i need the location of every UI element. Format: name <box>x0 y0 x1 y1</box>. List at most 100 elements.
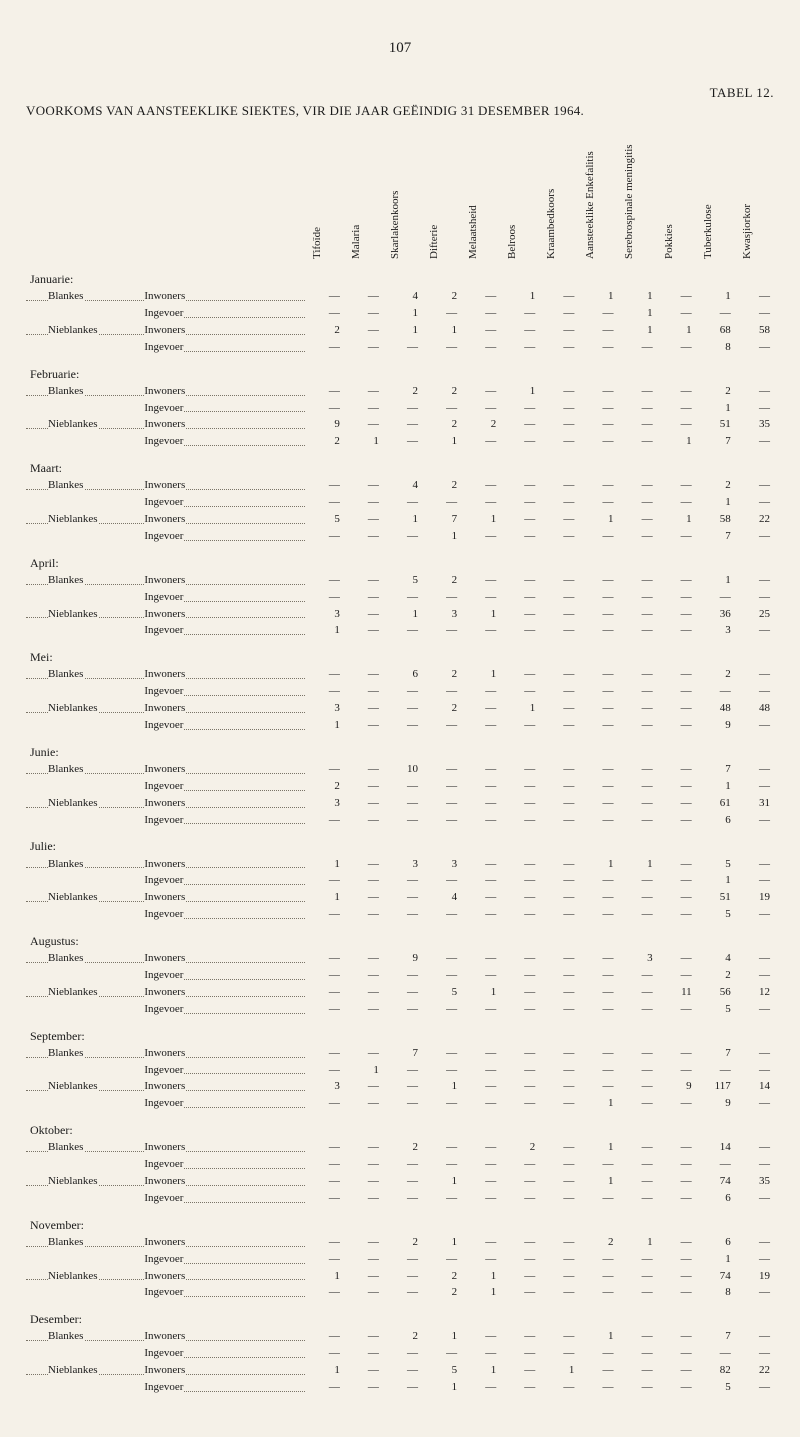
row-subtype: Ingevoer <box>144 494 304 511</box>
table-cell: — <box>500 683 539 700</box>
table-cell: — <box>305 1234 344 1251</box>
row-subtype: Ingevoer <box>144 528 304 545</box>
row-category: Nieblankes <box>26 795 144 812</box>
table-cell: — <box>461 305 500 322</box>
table-cell: — <box>696 1062 735 1079</box>
table-row: NieblankesInwoners3—131—————3625 <box>26 606 774 623</box>
table-cell: — <box>735 1139 774 1156</box>
table-row: BlankesInwoners——42—1—11—1— <box>26 288 774 305</box>
table-cell: — <box>422 589 461 606</box>
table-cell: — <box>735 1190 774 1207</box>
table-cell: 7 <box>422 511 461 528</box>
table-cell: 3 <box>383 856 422 873</box>
table-cell: — <box>461 795 500 812</box>
table-cell: — <box>578 812 617 829</box>
table-cell: — <box>422 1045 461 1062</box>
table-cell: 3 <box>305 795 344 812</box>
table-cell: — <box>305 1284 344 1301</box>
table-cell: — <box>657 305 696 322</box>
table-cell: — <box>539 700 578 717</box>
table-row: NieblankesInwoners1——21—————7419 <box>26 1268 774 1285</box>
row-subtype: Inwoners <box>144 889 304 906</box>
month-heading: Maart: <box>26 450 774 477</box>
table-row: NieblankesInwoners9——22—————5135 <box>26 416 774 433</box>
table-cell: — <box>461 528 500 545</box>
table-cell: — <box>500 622 539 639</box>
table-cell: — <box>735 305 774 322</box>
table-cell: — <box>461 700 500 717</box>
table-cell: — <box>657 383 696 400</box>
table-cell: 51 <box>696 889 735 906</box>
table-cell: — <box>344 1045 383 1062</box>
table-cell: 9 <box>657 1078 696 1095</box>
table-cell: — <box>344 872 383 889</box>
table-cell: 82 <box>696 1362 735 1379</box>
table-cell: — <box>422 717 461 734</box>
table-cell: — <box>422 1062 461 1079</box>
table-cell: — <box>578 1156 617 1173</box>
table-row: Ingevoer——1—————1——— <box>26 305 774 322</box>
table-cell: — <box>657 494 696 511</box>
column-header: Belroos <box>500 141 539 261</box>
table-cell: — <box>617 795 656 812</box>
table-cell: 3 <box>696 622 735 639</box>
table-cell: 1 <box>617 856 656 873</box>
table-cell: — <box>735 400 774 417</box>
table-cell: — <box>539 1062 578 1079</box>
table-cell: — <box>735 967 774 984</box>
table-cell: — <box>657 906 696 923</box>
row-category <box>26 812 144 829</box>
table-cell: — <box>500 305 539 322</box>
table-cell: 2 <box>305 433 344 450</box>
table-cell: — <box>578 666 617 683</box>
table-cell: 1 <box>696 778 735 795</box>
table-label: TABEL 12. <box>26 85 774 101</box>
table-cell: 7 <box>696 433 735 450</box>
table-cell: — <box>539 1345 578 1362</box>
table-cell: — <box>461 1001 500 1018</box>
row-category <box>26 1379 144 1396</box>
table-cell: — <box>617 1139 656 1156</box>
table-cell: — <box>461 1190 500 1207</box>
row-category <box>26 622 144 639</box>
month-heading: Januarie: <box>26 261 774 288</box>
table-cell: — <box>344 528 383 545</box>
row-subtype: Ingevoer <box>144 339 304 356</box>
table-cell: — <box>500 433 539 450</box>
row-category <box>26 906 144 923</box>
table-cell: 10 <box>383 761 422 778</box>
table-cell: 1 <box>461 1362 500 1379</box>
table-cell: — <box>500 1045 539 1062</box>
table-cell: 2 <box>422 1268 461 1285</box>
table-cell: — <box>344 1362 383 1379</box>
table-cell: — <box>657 795 696 812</box>
row-category <box>26 1190 144 1207</box>
table-row: Ingevoer——————————2— <box>26 967 774 984</box>
table-cell: — <box>305 528 344 545</box>
column-header: Tuberkulose <box>696 141 735 261</box>
row-category <box>26 305 144 322</box>
table-cell: — <box>539 1251 578 1268</box>
table-cell: — <box>461 812 500 829</box>
table-cell: — <box>617 1156 656 1173</box>
table-cell: 22 <box>735 511 774 528</box>
table-cell: — <box>500 528 539 545</box>
table-cell: — <box>578 700 617 717</box>
table-cell: — <box>344 339 383 356</box>
table-cell: — <box>383 1284 422 1301</box>
table-cell: — <box>500 872 539 889</box>
table-cell: — <box>500 1328 539 1345</box>
table-cell: — <box>383 1078 422 1095</box>
table-cell: 1 <box>383 511 422 528</box>
table-cell: — <box>735 778 774 795</box>
table-cell: — <box>578 950 617 967</box>
table-cell: — <box>617 1362 656 1379</box>
table-cell: 2 <box>696 383 735 400</box>
row-subtype: Ingevoer <box>144 906 304 923</box>
table-cell: — <box>539 778 578 795</box>
column-header: Aansteeklike Enkefalitis <box>578 141 617 261</box>
table-cell: — <box>461 383 500 400</box>
table-cell: — <box>539 1190 578 1207</box>
row-subtype: Inwoners <box>144 1328 304 1345</box>
row-category: Blankes <box>26 1328 144 1345</box>
